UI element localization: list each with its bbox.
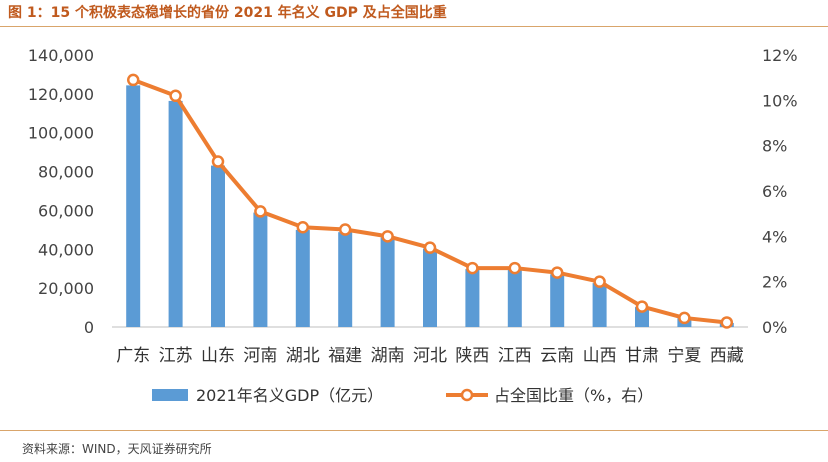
y-left-tick-label: 20,000: [38, 279, 94, 298]
bar: [465, 269, 480, 327]
gdp-chart: 0 20,000 40,000 60,000 80,000 100,000 120,000 1…: [28, 46, 798, 405]
x-tick-label: 广东: [116, 346, 150, 366]
x-axis-labels: 广东 江苏 山东 河南 湖北 福建 湖南 河北 陕西 江西 云南 山西 甘肃 宁夏 西藏: [116, 346, 744, 366]
legend-bar-swatch: [152, 389, 188, 401]
bar: [295, 229, 310, 327]
bar: [211, 165, 225, 327]
y-left-tick-label: 120,000: [28, 85, 94, 104]
share-point: [338, 223, 352, 236]
x-tick-label: 河北: [413, 346, 447, 366]
x-tick-label: 湖南: [371, 346, 405, 366]
x-tick-label: 陕西: [455, 346, 489, 366]
x-tick-label: 甘肃: [625, 346, 659, 366]
share-line-series: [126, 73, 734, 329]
share-point: [126, 73, 140, 87]
legend-line-label: 占全国比重（%，右）: [494, 386, 653, 405]
share-point: [254, 205, 267, 218]
y-axis-right: 0% 2% 4% 6% 8% 10% 12%: [762, 46, 798, 337]
bar: [592, 283, 607, 327]
share-point: [211, 155, 225, 168]
bar: [550, 274, 565, 327]
share-point: [381, 230, 394, 243]
y-left-tick-label: 60,000: [38, 201, 94, 220]
x-tick-label: 江苏: [159, 346, 193, 366]
y-left-tick-label: 100,000: [28, 124, 94, 143]
y-left-tick-label: 0: [84, 318, 94, 337]
x-tick-label: 河南: [243, 346, 277, 366]
bar: [380, 237, 395, 327]
bar: [338, 232, 353, 327]
bar: [507, 269, 522, 327]
share-point: [508, 261, 522, 275]
y-right-tick-label: 6%: [762, 182, 787, 201]
share-point: [550, 266, 564, 279]
x-tick-label: 湖北: [286, 346, 320, 366]
gdp-bars: [126, 85, 734, 328]
bar: [635, 307, 649, 327]
x-tick-label: 江西: [498, 346, 532, 366]
y-right-tick-label: 2%: [762, 273, 787, 292]
share-point: [720, 316, 734, 329]
share-point: [635, 300, 649, 313]
figure-title: 图 1：15 个积极表态稳增长的省份 2021 年名义 GDP 及占全国比重: [8, 5, 447, 21]
x-tick-label: 云南: [540, 346, 574, 366]
share-point: [169, 89, 182, 103]
x-tick-label: 宁夏: [667, 346, 701, 366]
y-right-tick-label: 4%: [762, 227, 787, 246]
x-tick-label: 山东: [201, 346, 235, 366]
legend-line-marker: [460, 388, 474, 402]
share-point: [296, 221, 310, 234]
y-left-tick-label: 40,000: [38, 240, 94, 259]
source-note: 资料来源：WIND，天风证券研究所: [22, 442, 212, 456]
y-right-tick-label: 12%: [762, 46, 798, 65]
bar: [168, 100, 183, 328]
share-point: [423, 241, 437, 254]
bar: [423, 248, 437, 327]
y-left-tick-label: 140,000: [28, 46, 94, 65]
y-right-tick-label: 10%: [762, 91, 798, 110]
x-tick-label: 山西: [583, 346, 617, 366]
y-right-tick-label: 8%: [762, 137, 787, 156]
share-point: [678, 311, 691, 325]
bar: [253, 212, 268, 327]
x-tick-label: 福建: [328, 346, 362, 366]
share-point: [466, 261, 479, 275]
title-divider: [0, 26, 828, 27]
legend-bar-label: 2021年名义GDP（亿元）: [196, 386, 383, 405]
y-axis-left: 0 20,000 40,000 60,000 80,000 100,000 120,000 1…: [28, 46, 94, 337]
source-divider: [0, 430, 828, 431]
share-point: [593, 275, 606, 288]
legend: 2021年名义GDP（亿元） 占全国比重（%，右）: [152, 386, 653, 405]
y-left-tick-label: 80,000: [38, 163, 94, 182]
y-right-tick-label: 0%: [762, 318, 787, 337]
bar: [126, 85, 141, 328]
x-tick-label: 西藏: [710, 346, 744, 366]
